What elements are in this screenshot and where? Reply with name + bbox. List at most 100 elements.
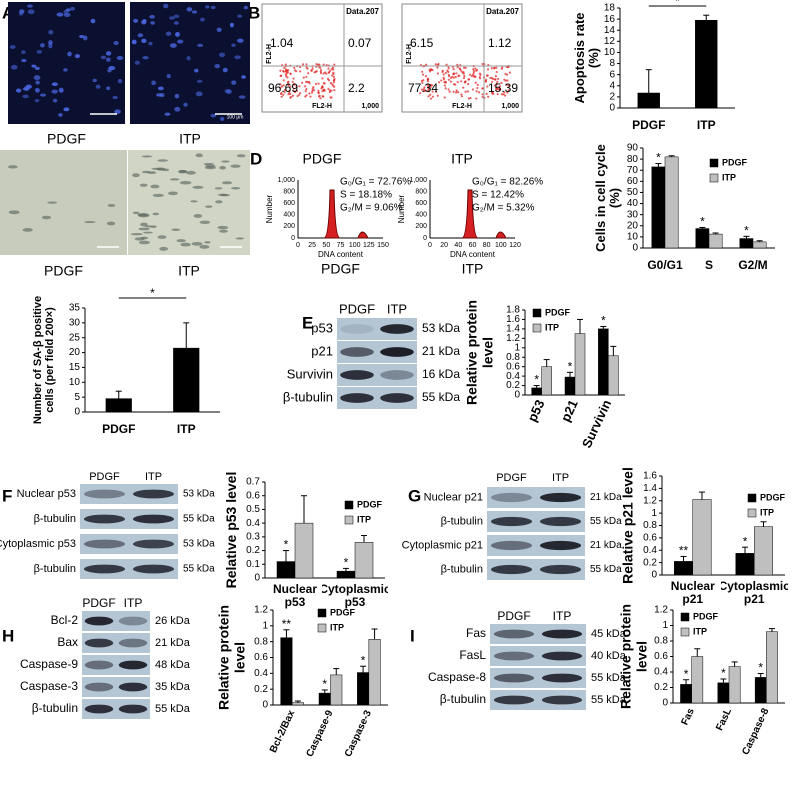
nucleus <box>114 109 121 114</box>
y-tick-label: 1 <box>662 620 668 631</box>
nucleus <box>34 87 40 93</box>
y-tick-label: 0.1 <box>246 559 260 570</box>
size-label: 55 kDa <box>590 564 622 575</box>
panel-letter: E <box>302 313 313 332</box>
x-tick-label: G0/G1 <box>647 258 683 273</box>
event <box>280 85 284 88</box>
event <box>322 72 325 75</box>
blot-band <box>84 660 114 670</box>
event <box>495 70 498 74</box>
bar <box>368 639 381 706</box>
bar <box>664 156 679 249</box>
cell <box>235 237 245 240</box>
size-label: 55 kDa <box>591 672 627 684</box>
cell <box>7 165 18 169</box>
nucleus <box>34 66 40 71</box>
phase-text: G₂/M = 9.06% <box>340 203 403 214</box>
blot-band <box>380 347 414 357</box>
histogram-peak <box>495 231 507 239</box>
event <box>460 69 463 72</box>
event <box>495 66 498 69</box>
y-tick-label: 10 <box>627 232 639 243</box>
blot-band <box>340 370 374 380</box>
plot-label: PDGF <box>321 261 360 277</box>
error-bar <box>694 648 701 657</box>
event <box>421 73 425 76</box>
event <box>289 85 292 88</box>
event <box>506 79 509 82</box>
y-tick-label: 18 <box>604 3 616 14</box>
blot-band <box>380 324 414 334</box>
error-bar <box>645 69 652 93</box>
blot-strip <box>490 690 586 710</box>
quadrant-value: 0.07 <box>348 36 372 50</box>
x-tick-label: p21 <box>558 397 581 424</box>
event <box>306 80 309 84</box>
blot-band <box>340 324 374 334</box>
bar <box>105 398 132 413</box>
event <box>288 89 291 93</box>
error-bar <box>301 495 307 524</box>
x-tick-label: 25 <box>308 242 316 249</box>
bar <box>276 561 296 579</box>
blot-strip <box>80 559 178 579</box>
event <box>326 77 330 80</box>
axis-label: Number <box>397 194 406 223</box>
bar <box>692 499 712 576</box>
y-tick-label: 1.2 <box>643 495 657 506</box>
event <box>291 94 295 97</box>
cell <box>205 164 216 168</box>
axis-label: FL2-H <box>266 44 273 64</box>
nucleus <box>142 18 147 24</box>
nucleus <box>169 43 177 48</box>
legend-swatch <box>680 612 690 622</box>
event <box>492 77 495 81</box>
nucleus <box>69 6 75 11</box>
blot-band <box>490 516 533 527</box>
event <box>498 85 502 88</box>
cell <box>142 231 153 234</box>
nucleus <box>79 34 85 39</box>
histogram-peak <box>323 189 341 239</box>
blot-band <box>83 514 126 524</box>
blot-band <box>118 638 148 648</box>
phase-text: S = 12.42% <box>472 190 524 201</box>
legend-swatch <box>532 308 542 318</box>
event <box>485 74 488 77</box>
nucleus <box>9 45 16 49</box>
row-label: Cytoplasmic p53 <box>0 538 76 550</box>
nucleus <box>107 69 112 73</box>
bar <box>330 674 343 706</box>
micrograph <box>128 150 250 255</box>
nucleus <box>116 55 124 61</box>
size-label: 48 kDa <box>155 659 191 671</box>
cell <box>141 155 153 158</box>
event <box>476 68 479 71</box>
event <box>445 63 448 66</box>
y-tick-label: 200 <box>415 223 427 230</box>
nucleus <box>238 95 246 99</box>
y-tick-label: 60 <box>627 176 639 187</box>
event <box>291 80 294 83</box>
nucleus <box>224 89 231 94</box>
error-bar <box>183 322 190 349</box>
y-tick-label: 20 <box>69 347 81 358</box>
event <box>495 82 498 85</box>
error-bar <box>655 163 662 167</box>
nucleus <box>34 99 40 103</box>
cell <box>156 167 166 171</box>
event <box>293 66 296 69</box>
nucleus <box>237 14 243 18</box>
event <box>330 89 333 92</box>
x-tick-label: 75 <box>337 242 345 249</box>
x-tick-label: FasL <box>714 707 734 733</box>
cell <box>83 221 96 224</box>
nucleus <box>52 98 58 103</box>
event <box>436 72 440 75</box>
event <box>490 67 493 70</box>
cell <box>186 170 196 175</box>
event <box>429 97 433 100</box>
legend-swatch <box>317 608 327 618</box>
significance-mark: * <box>684 667 689 681</box>
blot-band <box>541 673 583 683</box>
